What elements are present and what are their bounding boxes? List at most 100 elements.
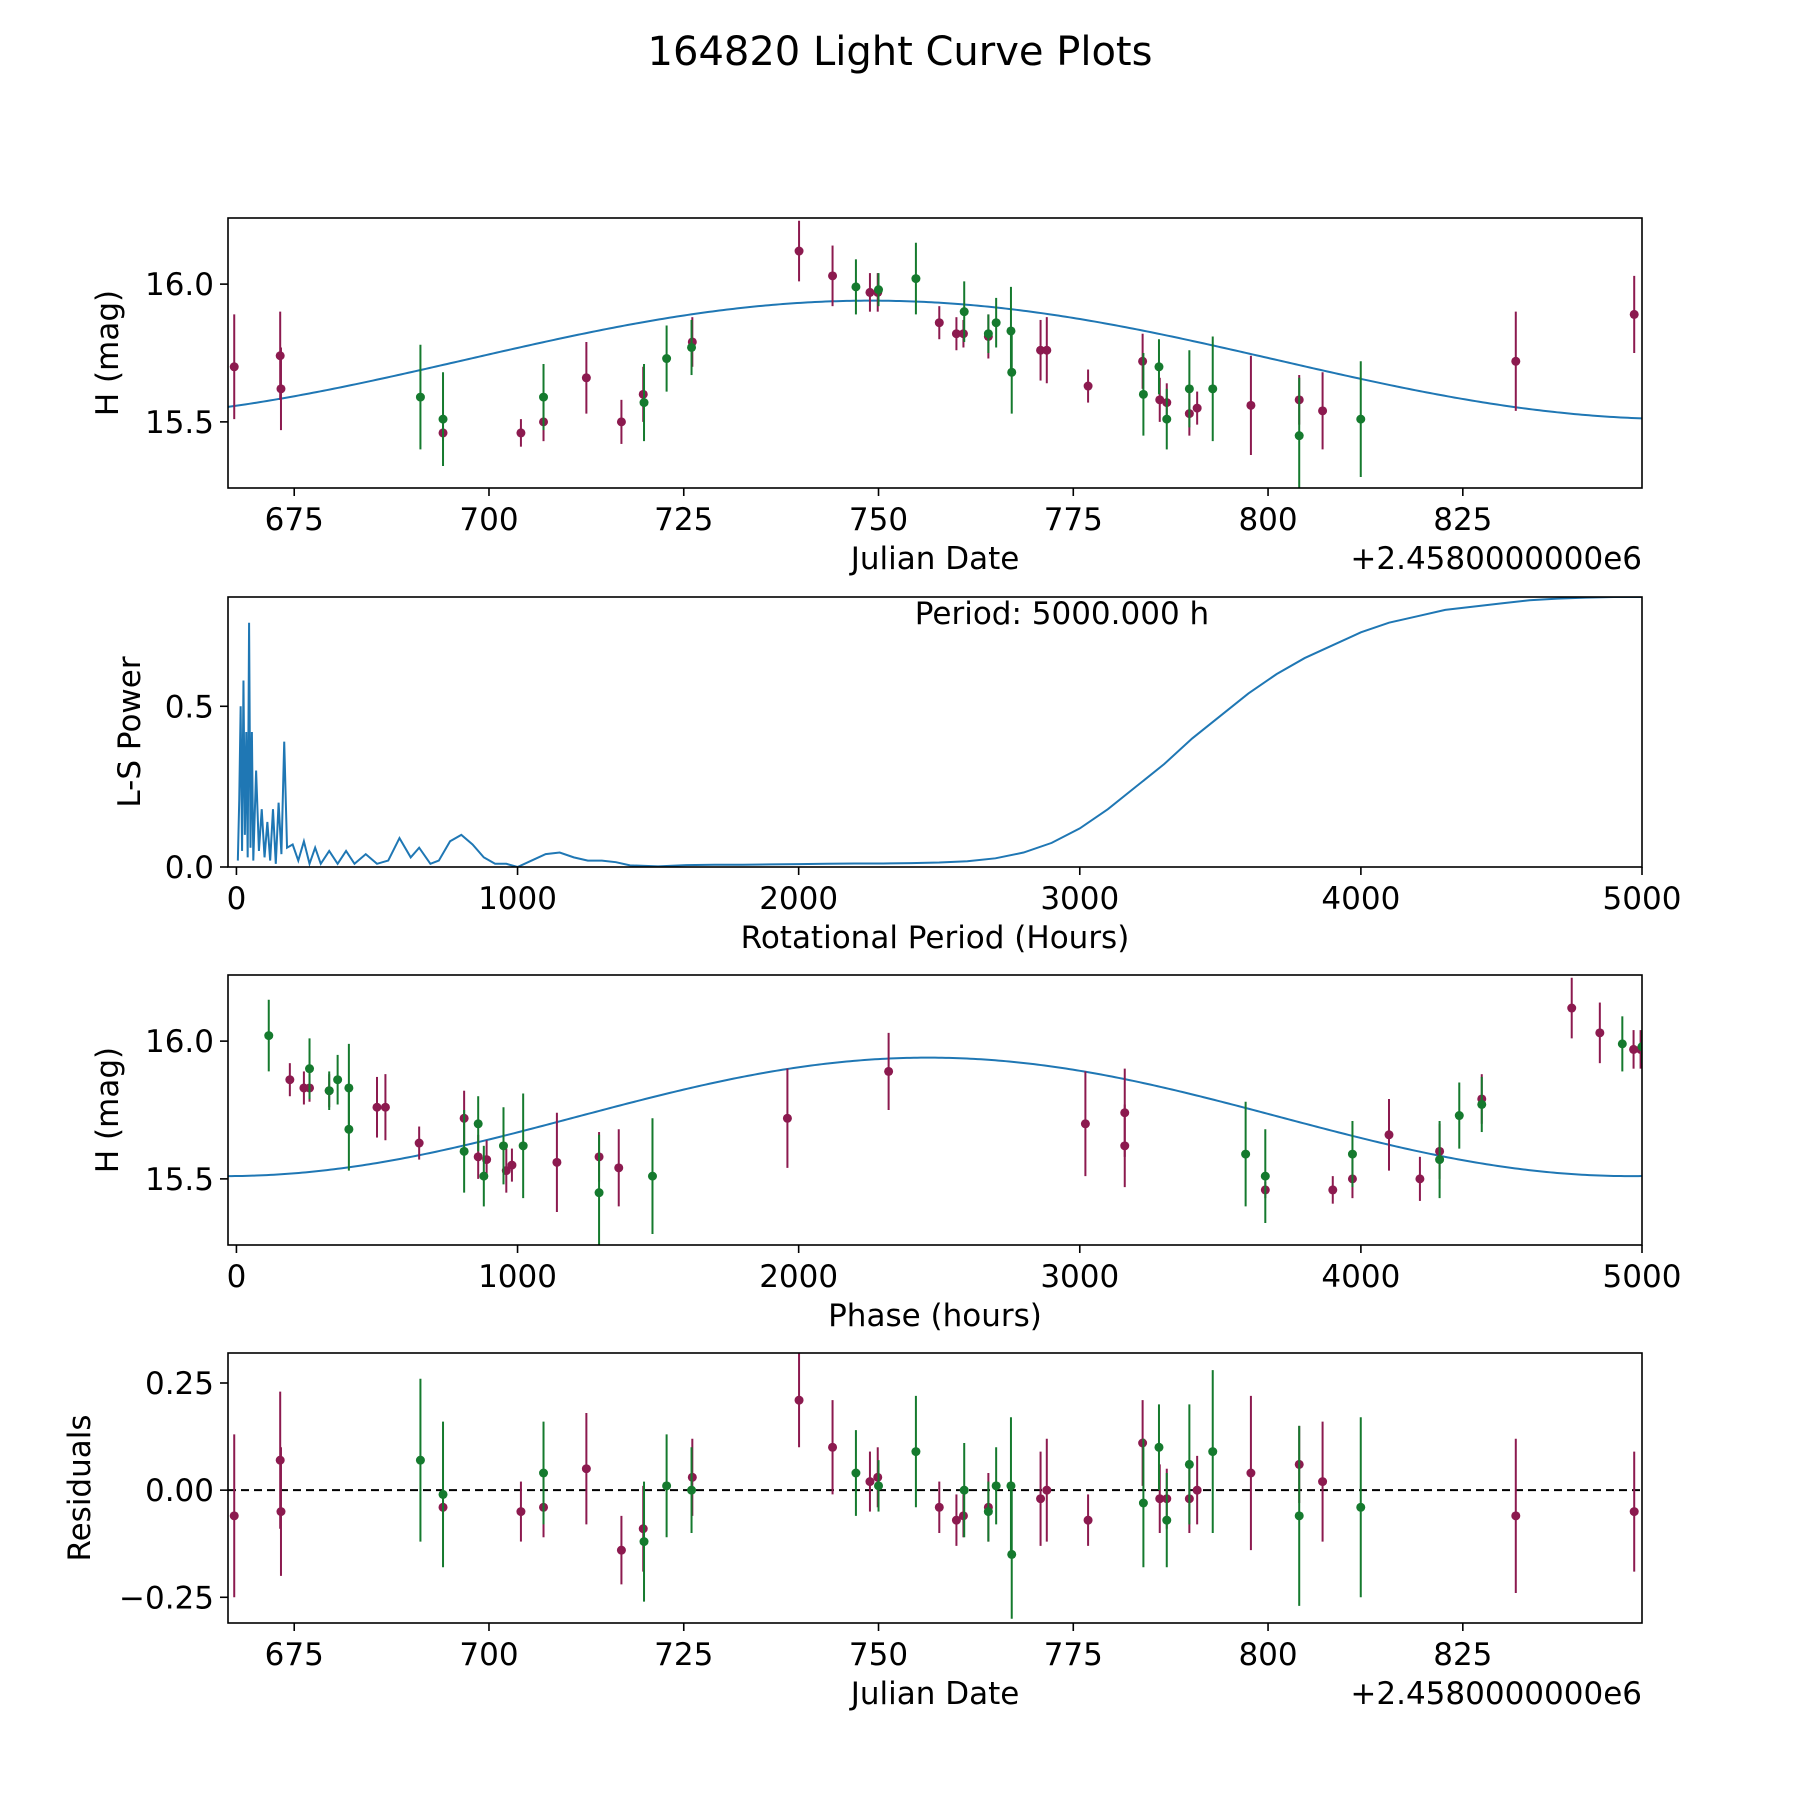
data-point-series-a (1192, 403, 1202, 413)
data-point-series-a (1080, 1119, 1090, 1129)
y-axis-label: L-S Power (112, 656, 148, 807)
data-point-series-b (1477, 1099, 1487, 1109)
data-point-series-b (874, 285, 884, 295)
y-tick-label: 0.25 (145, 1366, 214, 1402)
x-tick-label: 750 (849, 1637, 908, 1673)
data-point-series-b (1356, 414, 1366, 424)
data-point-series-b (479, 1171, 489, 1181)
data-point-series-a (1567, 1003, 1577, 1013)
plot-area (236, 597, 1642, 867)
x-tick-label: 675 (265, 1637, 324, 1673)
data-point-series-a (614, 1163, 624, 1173)
x-tick-label: 4000 (1321, 1259, 1400, 1295)
x-tick-label: 675 (265, 502, 324, 538)
figure-title: 164820 Light Curve Plots (648, 29, 1153, 75)
data-point-series-a (951, 1515, 961, 1525)
data-point-series-b (438, 1489, 448, 1499)
data-point-series-a (782, 1113, 792, 1123)
axes-frame (227, 217, 1643, 489)
data-point-series-a (934, 1502, 944, 1512)
data-point-series-b (415, 1455, 425, 1465)
data-point-series-a (884, 1066, 894, 1076)
data-point-series-b (459, 1146, 469, 1156)
power-spectrum-line (236, 597, 1642, 867)
axes-frame (227, 1352, 1643, 1624)
data-point-series-a (1036, 345, 1046, 355)
x-axis-label: Julian Date (849, 1676, 1020, 1712)
data-point-series-b (1007, 1549, 1017, 1559)
data-point-series-a (1155, 1494, 1165, 1504)
x-tick-label: 825 (1433, 1637, 1492, 1673)
y-axis-label: H (mag) (90, 1047, 126, 1173)
data-point-series-a (1595, 1028, 1605, 1038)
x-tick-label: 5000 (1603, 1259, 1682, 1295)
data-point-series-b (662, 1481, 672, 1491)
data-point-series-a (516, 1507, 526, 1517)
data-point-series-b (911, 274, 921, 284)
data-point-series-a (1246, 400, 1256, 410)
x-tick-label: 2000 (759, 881, 838, 917)
x-tick-label: 3000 (1040, 881, 1119, 917)
x-tick-label: 3000 (1040, 1259, 1119, 1295)
axes-frame (227, 974, 1643, 1246)
y-axis-label: H (mag) (90, 290, 126, 416)
data-point-series-b (1260, 1171, 1270, 1181)
data-point-series-b (687, 1485, 697, 1495)
data-point-series-b (594, 1188, 604, 1198)
data-point-series-b (264, 1031, 274, 1041)
data-point-series-b (662, 354, 672, 364)
y-tick-label: 0.5 (165, 689, 214, 725)
x-tick-label: 725 (654, 1637, 713, 1673)
data-point-series-a (828, 1442, 838, 1452)
data-point-series-a (616, 1545, 626, 1555)
x-axis-label: Julian Date (849, 541, 1020, 577)
data-point-series-a (276, 384, 286, 394)
data-point-series-a (581, 373, 591, 383)
best-period-annotation: Period: 5000.000 h (915, 596, 1209, 632)
data-point-series-a (229, 362, 239, 372)
data-point-series-b (1208, 384, 1218, 394)
data-point-series-b (1138, 1498, 1148, 1508)
data-point-series-b (1162, 414, 1172, 424)
light-curve-panel: 675 700 725 750 775 800 825 16.0 15.5 Julian Date… (90, 217, 1643, 577)
y-tick-label: 0.00 (145, 1473, 214, 1509)
x-tick-label: 775 (1044, 1637, 1103, 1673)
data-point-series-b (1006, 1481, 1016, 1491)
data-point-series-a (1629, 309, 1639, 319)
data-point-series-a (951, 329, 961, 339)
data-point-series-a (794, 246, 804, 256)
data-point-series-b (539, 1468, 549, 1478)
data-point-series-b (539, 392, 549, 402)
data-point-series-a (581, 1464, 591, 1474)
x-offset-text: +2.4580000000e6 (1350, 1676, 1642, 1712)
data-point-series-a (552, 1157, 562, 1167)
data-point-series-a (794, 1395, 804, 1405)
data-point-series-a (1318, 406, 1328, 416)
data-point-series-b (1454, 1111, 1464, 1121)
data-point-series-b (1007, 367, 1017, 377)
x-axis-label: Rotational Period (Hours) (741, 920, 1130, 956)
data-point-series-b (983, 1507, 993, 1517)
axes-frame (227, 596, 1643, 868)
data-point-series-b (1154, 362, 1164, 372)
data-point-series-a (1083, 381, 1093, 391)
data-point-series-a (1629, 1044, 1639, 1054)
data-point-series-a (1083, 1515, 1093, 1525)
x-tick-label: 700 (459, 1637, 518, 1673)
x-tick-label: 725 (654, 502, 713, 538)
x-tick-label: 800 (1238, 1637, 1297, 1673)
y-tick-label: 16.0 (145, 1024, 214, 1060)
data-point-series-a (1192, 1485, 1202, 1495)
data-point-series-a (276, 1507, 286, 1517)
data-point-series-a (1384, 1130, 1394, 1140)
data-point-series-b (1435, 1155, 1445, 1165)
data-point-series-b (344, 1124, 354, 1134)
data-point-series-a (285, 1075, 295, 1085)
data-point-series-b (991, 318, 1001, 328)
periodogram-panel: 0 1000 2000 3000 4000 5000 0.0 0.5 Rotational Pe… (112, 596, 1681, 956)
data-point-series-b (687, 342, 697, 352)
data-point-series-b (647, 1171, 657, 1181)
data-point-series-a (865, 287, 875, 297)
data-point-series-a (1042, 1485, 1052, 1495)
